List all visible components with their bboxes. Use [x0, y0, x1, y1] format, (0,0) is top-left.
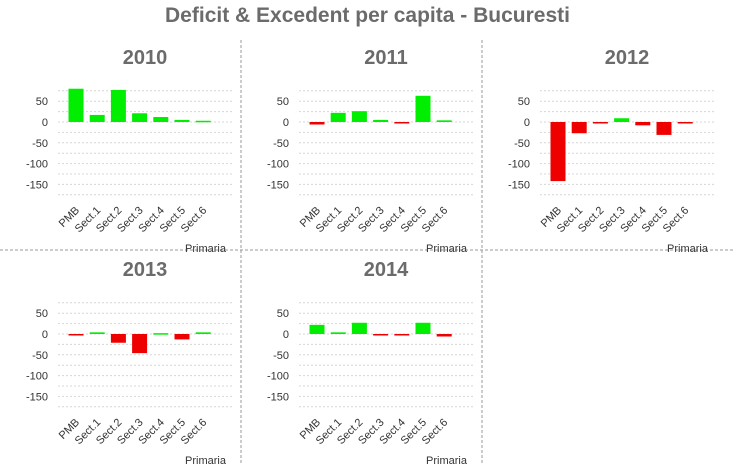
plot-area [299, 80, 473, 196]
x-axis-title: Primaria [185, 455, 227, 467]
plot-area [58, 80, 232, 196]
y-tick-label: 0 [283, 329, 289, 341]
bar-sect2 [110, 334, 126, 343]
y-tick-label: 50 [36, 96, 48, 108]
chart-title: Deficit & Excedent per capita - Bucurest… [165, 4, 570, 27]
bar-sect4 [635, 122, 651, 126]
y-tick-label: -50 [273, 138, 289, 150]
panel-title: 2013 [123, 259, 168, 281]
bar-sect3 [132, 113, 148, 122]
y-tick-label: 0 [524, 117, 530, 129]
bar-pmb [68, 334, 84, 336]
bar-sect2 [351, 111, 367, 122]
y-tick-label: -100 [26, 159, 48, 171]
bar-sect6 [436, 334, 452, 337]
y-tick-label: -50 [514, 138, 530, 150]
y-tick-label: 50 [518, 96, 530, 108]
bar-sect4 [153, 333, 169, 335]
plot-area [299, 292, 473, 408]
bar-sect5 [415, 322, 431, 334]
bar-sect4 [153, 117, 169, 122]
y-tick-label: 50 [277, 308, 289, 320]
bar-pmb [309, 122, 325, 125]
bar-sect6 [677, 122, 693, 124]
bar-sect4 [394, 334, 410, 336]
y-tick-label: -150 [267, 179, 289, 191]
bar-sect3 [373, 119, 389, 122]
bar-sect5 [174, 119, 190, 122]
panel-title: 2012 [605, 47, 650, 69]
bar-pmb [550, 122, 566, 182]
bar-sect6 [195, 120, 211, 123]
panel-title: 2010 [123, 47, 168, 69]
bar-sect5 [174, 334, 190, 340]
y-tick-label: -100 [26, 371, 48, 383]
bar-sect1 [330, 332, 346, 334]
panel-title: 2014 [364, 259, 409, 281]
y-tick-label: -150 [26, 391, 48, 403]
y-tick-label: 0 [42, 329, 48, 341]
bar-pmb [309, 324, 325, 334]
bar-sect1 [89, 114, 105, 122]
x-axis-title: Primaria [426, 243, 468, 255]
y-tick-label: -50 [273, 350, 289, 362]
chart-panels: 500-50-100-1502010PMBSect.1Sect.2Sect.3S… [26, 47, 714, 467]
y-tick-label: -150 [508, 179, 530, 191]
y-tick-label: 0 [42, 117, 48, 129]
bar-sect3 [614, 118, 630, 122]
bar-pmb [68, 88, 84, 122]
x-axis-title: Primaria [185, 243, 227, 255]
panel-2011: 500-50-100-1502011PMBSect.1Sect.2Sect.3S… [267, 47, 473, 255]
y-tick-label: -150 [267, 391, 289, 403]
x-axis-title: Primaria [667, 243, 709, 255]
bar-sect1 [571, 122, 587, 134]
bar-sect2 [592, 122, 608, 124]
bar-sect6 [436, 120, 452, 122]
y-tick-label: -150 [26, 179, 48, 191]
panel-2010: 500-50-100-1502010PMBSect.1Sect.2Sect.3S… [26, 47, 232, 255]
y-tick-label: -50 [32, 138, 48, 150]
bar-sect1 [89, 332, 105, 334]
bar-sect1 [330, 112, 346, 122]
panel-2013: 500-50-100-1502013PMBSect.1Sect.2Sect.3S… [26, 259, 232, 467]
bar-sect3 [132, 334, 148, 354]
plot-area [540, 80, 714, 196]
bar-sect3 [373, 334, 389, 336]
bar-sect4 [394, 122, 410, 124]
panel-2014: 500-50-100-1502014PMBSect.1Sect.2Sect.3S… [267, 259, 473, 467]
y-tick-label: -100 [508, 159, 530, 171]
y-tick-label: -100 [267, 159, 289, 171]
panel-title: 2011 [364, 47, 407, 69]
bar-sect5 [415, 95, 431, 122]
bar-sect6 [195, 332, 211, 334]
panel-2012: 500-50-100-1502012PMBSect.1Sect.2Sect.3S… [508, 47, 714, 255]
y-tick-label: 50 [277, 96, 289, 108]
bar-sect5 [656, 122, 672, 135]
y-tick-label: -50 [32, 350, 48, 362]
y-tick-label: 0 [283, 117, 289, 129]
x-axis-title: Primaria [426, 455, 468, 467]
y-tick-label: -100 [267, 371, 289, 383]
y-tick-label: 50 [36, 308, 48, 320]
bar-sect2 [351, 322, 367, 334]
bar-sect2 [110, 89, 126, 122]
